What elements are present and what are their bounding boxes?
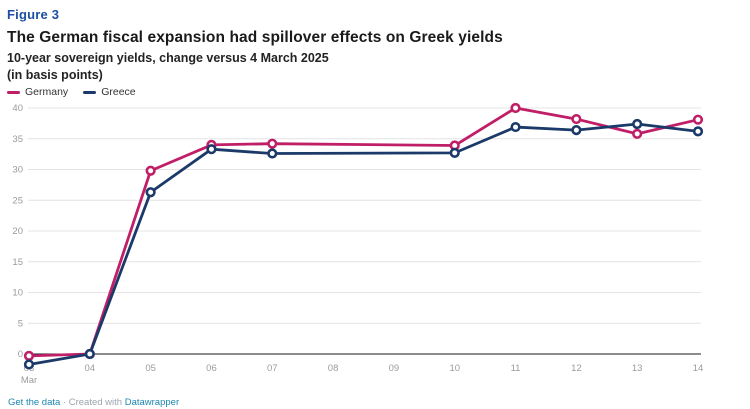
- y-axis-tick-label: 5: [18, 318, 23, 329]
- x-axis-tick-label: 08: [328, 363, 339, 374]
- legend: Germany Greece: [7, 86, 743, 98]
- x-axis-tick-label: 07: [267, 363, 278, 374]
- data-point-germany-07[interactable]: [267, 138, 278, 149]
- series-line-greece: [27, 122, 700, 366]
- greece-line-swatch-icon: [83, 90, 97, 94]
- x-axis-tick-label: 13: [632, 363, 643, 374]
- x-axis-tick-label: 10: [449, 363, 460, 374]
- data-point-germany-11[interactable]: [510, 102, 521, 114]
- x-axis-tick-label: 09: [389, 363, 400, 374]
- data-point-greece-14[interactable]: [692, 126, 704, 137]
- y-axis-tick-label: 35: [12, 134, 23, 145]
- legend-item-greece: Greece: [83, 86, 136, 98]
- data-point-greece-13[interactable]: [632, 118, 643, 130]
- data-point-greece-11[interactable]: [510, 121, 521, 133]
- datawrapper-link[interactable]: Datawrapper: [124, 397, 180, 408]
- legend-label-germany: Germany: [25, 86, 69, 98]
- y-axis-tick-label: 25: [12, 195, 23, 206]
- x-axis-tick-label: 05: [145, 363, 156, 374]
- y-axis-tick-label: 15: [12, 257, 23, 268]
- x-axis-tick-label: 04: [85, 363, 96, 374]
- data-point-greece-03[interactable]: [23, 359, 35, 370]
- x-axis-tick-label: 12: [571, 363, 582, 374]
- series-line-germany: [27, 106, 700, 358]
- x-axis-tick-label: 11: [511, 363, 521, 374]
- y-axis-tick-label: 40: [12, 103, 23, 114]
- y-axis-tick-label: 0: [18, 349, 23, 360]
- chart-subtitle: 10-year sovereign yields, change versus …: [7, 51, 329, 65]
- x-axis-tick-label: 14: [693, 363, 704, 374]
- line-chart-svg: 0510152025303540030405060708091011121314…: [12, 102, 704, 386]
- legend-label-greece: Greece: [101, 86, 136, 98]
- data-point-germany-05[interactable]: [145, 165, 156, 176]
- data-point-germany-12[interactable]: [571, 113, 582, 125]
- data-point-greece-05[interactable]: [145, 187, 156, 198]
- get-the-data-link[interactable]: Get the data: [8, 397, 61, 408]
- figure-label: Figure 3: [7, 7, 60, 22]
- data-point-germany-03[interactable]: [23, 350, 35, 361]
- data-point-greece-12[interactable]: [571, 125, 582, 136]
- data-point-greece-07[interactable]: [267, 148, 278, 159]
- created-with-text: · Created with: [62, 397, 123, 408]
- y-axis-tick-label: 10: [12, 288, 23, 299]
- data-point-germany-14[interactable]: [692, 114, 704, 125]
- germany-line-swatch-icon: [7, 90, 20, 94]
- data-point-germany-13[interactable]: [632, 128, 643, 139]
- y-axis-tick-label: 30: [12, 165, 23, 176]
- chart-footer: Get the data · Created with Datawrapper: [7, 397, 743, 408]
- data-point-greece-06[interactable]: [206, 144, 217, 155]
- x-axis-tick-label: 06: [206, 363, 217, 374]
- chart-title: The German fiscal expansion had spillove…: [7, 29, 503, 46]
- chart-area: 0510152025303540030405060708091011121314…: [7, 100, 743, 393]
- data-point-greece-04[interactable]: [84, 348, 95, 360]
- unit-note: (in basis points): [7, 68, 103, 82]
- legend-item-germany: Germany: [7, 86, 68, 98]
- x-axis-month-label: Mar: [21, 375, 37, 386]
- data-point-greece-10[interactable]: [449, 147, 460, 158]
- y-axis-tick-label: 20: [12, 226, 23, 237]
